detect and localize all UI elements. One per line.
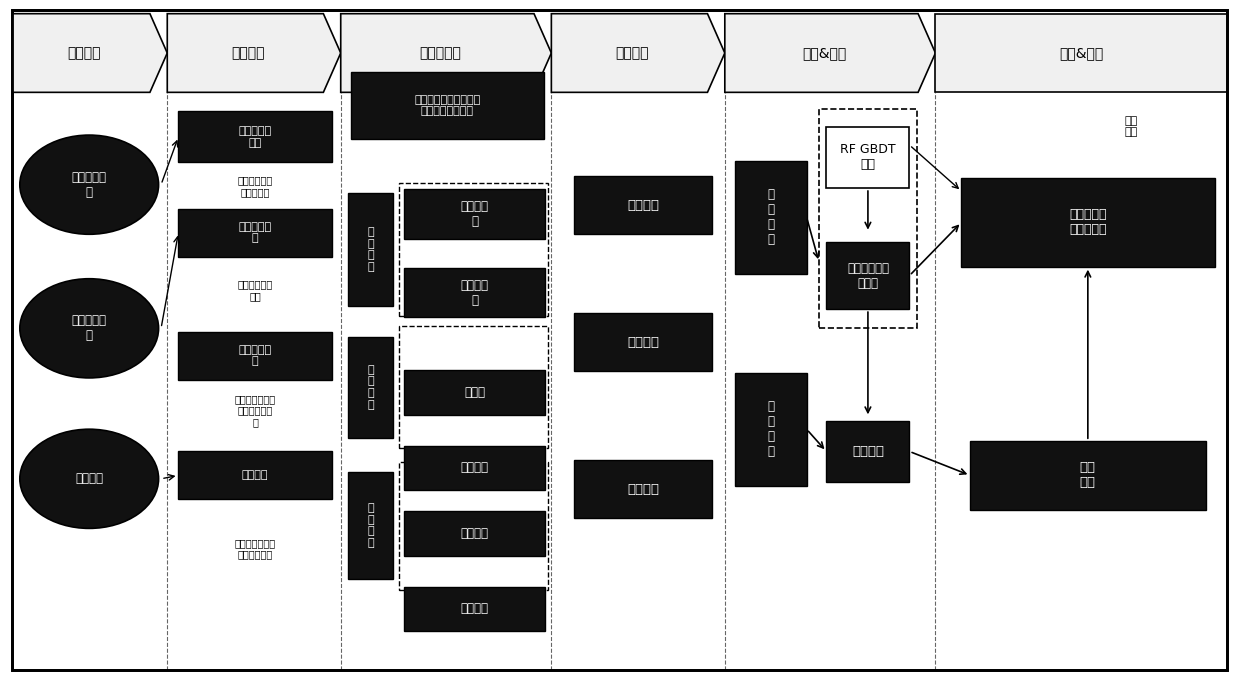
Text: 电能表属性
数据: 电能表属性 数据 [239, 126, 271, 148]
FancyBboxPatch shape [970, 441, 1206, 510]
Text: 营销业务系
统: 营销业务系 统 [72, 315, 107, 342]
FancyBboxPatch shape [178, 209, 332, 256]
FancyBboxPatch shape [961, 178, 1215, 267]
FancyBboxPatch shape [348, 472, 393, 579]
Text: 数
据
变
换: 数 据 变 换 [367, 365, 374, 410]
Text: 用电采集系
统: 用电采集系 统 [72, 171, 107, 198]
FancyBboxPatch shape [399, 462, 548, 590]
FancyBboxPatch shape [399, 326, 548, 448]
Ellipse shape [20, 279, 159, 378]
Text: 天气网站: 天气网站 [76, 472, 103, 486]
FancyBboxPatch shape [404, 512, 545, 555]
FancyBboxPatch shape [12, 10, 1227, 670]
Text: 计量异常数
据: 计量异常数 据 [239, 345, 271, 367]
Text: 数据来源: 数据来源 [67, 46, 100, 60]
FancyBboxPatch shape [826, 127, 909, 188]
FancyBboxPatch shape [404, 446, 545, 490]
Text: 天气特征: 天气特征 [627, 482, 659, 496]
FancyBboxPatch shape [404, 268, 545, 317]
FancyBboxPatch shape [826, 421, 909, 482]
Text: 异常值处
理: 异常值处 理 [461, 200, 488, 228]
Text: 建模&预测: 建模&预测 [802, 46, 846, 60]
Text: 数
据
规
约: 数 据 规 约 [367, 503, 374, 548]
Polygon shape [725, 14, 935, 92]
Text: 参数
优化: 参数 优化 [1125, 116, 1137, 137]
Text: 训
练
数
据: 训 练 数 据 [767, 188, 774, 246]
Text: 电能示数、日
期等: 电能示数、日 期等 [238, 279, 273, 301]
Text: 数据收集: 数据收集 [230, 46, 265, 60]
Text: 天气数据: 天气数据 [242, 471, 269, 480]
Text: 归一化: 归一化 [465, 386, 484, 399]
Text: 时间特征: 时间特征 [627, 198, 659, 212]
Text: 日期、电能表标识、是
否故障等形成宽表: 日期、电能表标识、是 否故障等形成宽表 [414, 94, 481, 116]
Text: 电能表标识、
安装日期等: 电能表标识、 安装日期等 [238, 175, 273, 197]
FancyBboxPatch shape [348, 193, 393, 306]
FancyBboxPatch shape [351, 72, 544, 139]
Text: 数值规约: 数值规约 [461, 602, 488, 616]
FancyBboxPatch shape [735, 161, 807, 274]
Text: 异常发现时间、
异常处理结果
等: 异常发现时间、 异常处理结果 等 [234, 394, 276, 427]
Text: 最高气温、最低
气温、天气等: 最高气温、最低 气温、天气等 [234, 538, 276, 560]
Text: 数据预处理: 数据预处理 [419, 46, 461, 60]
Text: 属性构造: 属性构造 [461, 461, 488, 475]
FancyBboxPatch shape [819, 109, 917, 328]
FancyBboxPatch shape [399, 183, 548, 316]
FancyBboxPatch shape [735, 373, 807, 486]
Text: 数
据
清
洗: 数 据 清 洗 [367, 227, 374, 272]
Polygon shape [341, 14, 551, 92]
FancyBboxPatch shape [178, 332, 332, 380]
Polygon shape [551, 14, 725, 92]
Text: 电能表故障识
别模型: 电能表故障识 别模型 [847, 262, 888, 289]
FancyBboxPatch shape [826, 242, 909, 309]
Polygon shape [12, 14, 167, 92]
FancyBboxPatch shape [348, 337, 393, 438]
Text: 是否
故障: 是否 故障 [1080, 462, 1095, 489]
Text: 测
试
数
据: 测 试 数 据 [767, 400, 774, 458]
Text: 特征提取: 特征提取 [615, 46, 649, 60]
Text: 模型测试: 模型测试 [852, 445, 883, 458]
Text: 缺失值处
理: 缺失值处 理 [461, 279, 488, 306]
Ellipse shape [20, 430, 159, 529]
Text: RF GBDT
算法: RF GBDT 算法 [840, 144, 896, 171]
Polygon shape [935, 14, 1227, 92]
Text: 结果&优化: 结果&优化 [1059, 46, 1103, 60]
FancyBboxPatch shape [404, 586, 545, 631]
Text: 网格搜索方
法优化参数: 网格搜索方 法优化参数 [1069, 209, 1108, 236]
FancyBboxPatch shape [574, 313, 712, 371]
Text: 电量特征: 电量特征 [627, 335, 659, 349]
Polygon shape [167, 14, 341, 92]
FancyBboxPatch shape [574, 460, 712, 518]
FancyBboxPatch shape [178, 111, 332, 162]
Text: 属性规约: 属性规约 [461, 527, 488, 540]
FancyBboxPatch shape [178, 451, 332, 499]
Ellipse shape [20, 135, 159, 234]
FancyBboxPatch shape [574, 176, 712, 235]
Text: 历史电量数
据: 历史电量数 据 [239, 222, 271, 244]
FancyBboxPatch shape [404, 371, 545, 415]
FancyBboxPatch shape [404, 189, 545, 239]
